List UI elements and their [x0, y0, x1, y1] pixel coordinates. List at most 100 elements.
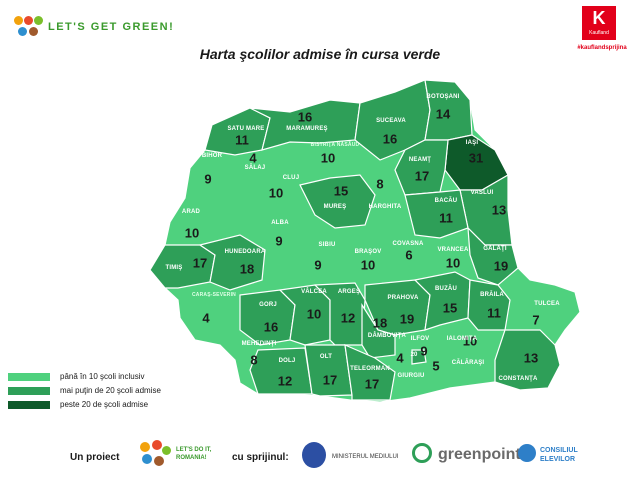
region-dambovita	[361, 302, 396, 359]
county-count-covasna: 6	[405, 247, 413, 263]
smiley-faces-icon	[14, 16, 44, 38]
region-arges	[313, 282, 366, 346]
county-count-alba: 9	[275, 233, 283, 249]
county-name-gorj: GORJ	[259, 302, 277, 308]
county-name-satu-mare: SATU MARE	[227, 126, 265, 132]
legend-swatch-dark	[8, 400, 50, 409]
county-count-dolj: 12	[277, 373, 293, 389]
county-count-boto-ani: 14	[435, 106, 451, 122]
county-count-cluj: 10	[268, 185, 284, 201]
county-count-d-mbovi-a: 18	[372, 315, 388, 331]
county-count-giurgiu: 4	[396, 350, 404, 366]
county-name-vaslui: VASLUI	[470, 190, 494, 196]
county-name-bistri-a-n-s-ud: BISTRIŢA NĂSĂUD	[310, 142, 360, 148]
county-count-mure-: 15	[333, 183, 349, 199]
county-count-vrancea: 10	[445, 255, 461, 271]
county-count-vaslui: 13	[491, 202, 507, 218]
county-name-gala-i: GALAŢI	[483, 246, 507, 252]
county-count-buc: 20	[410, 352, 418, 358]
county-count-arge-: 12	[340, 310, 356, 326]
ministry-text: MINISTERUL MEDIULUI	[332, 454, 399, 460]
county-count-br-ila: 11	[487, 305, 501, 321]
legend-item-medium: mai puţin de 20 şcoli admise	[8, 386, 161, 395]
county-name-covasna: COVASNA	[392, 241, 424, 247]
county-count-bra-ov: 10	[360, 257, 376, 273]
brand-logo: LET'S GET GREEN!	[14, 16, 174, 38]
county-count-gorj: 16	[263, 319, 279, 335]
region-galati	[467, 226, 519, 286]
greenpoint-text: greenpoint	[438, 446, 521, 463]
legend-item-light: până în 10 şcoli inclusiv	[8, 372, 145, 381]
county-name-timi-: TIMIŞ	[165, 265, 183, 271]
region-neamt	[394, 139, 449, 196]
county-count-neam-: 17	[414, 168, 430, 184]
map-title: Harta şcolilor admise în cursa verde	[199, 46, 441, 62]
council-icon	[518, 444, 536, 462]
county-count-sibiu: 9	[314, 257, 322, 273]
county-name-bra-ov: BRAŞOV	[354, 249, 382, 255]
legend-label: peste 20 de şcoli admise	[60, 400, 149, 409]
greenpoint-icon	[412, 443, 432, 463]
county-name-ialomi-a: IALOMIŢA	[446, 336, 478, 342]
support-label: cu sprijinul:	[232, 452, 289, 463]
county-name-buz-u: BUZĂU	[435, 286, 457, 292]
county-name-vrancea: VRANCEA	[437, 247, 469, 253]
brand-text: LET'S GET GREEN!	[48, 21, 175, 33]
region-buzau	[413, 271, 471, 331]
ministry-crest-icon	[302, 442, 326, 468]
county-name-cara-severin: CARAŞ-SEVERIN	[192, 292, 236, 298]
county-name-prahova: PRAHOVA	[387, 295, 419, 301]
region-teleorman	[344, 344, 396, 401]
county-count-v-lcea: 10	[306, 306, 322, 322]
county-name-teleorman: TELEORMAN	[350, 366, 390, 372]
county-count-c-l-ra-i: 5	[432, 358, 440, 374]
kaufland-mark: K	[592, 8, 606, 28]
county-name-mehedin-i: MEHEDINŢI	[241, 341, 277, 347]
county-count-ia-i: 31	[468, 150, 484, 166]
county-name-alba: ALBA	[271, 220, 289, 226]
county-count-mehedin-i: 8	[250, 352, 258, 368]
county-count-bac-u: 11	[439, 210, 453, 226]
county-count-bihor: 9	[204, 171, 212, 187]
county-count-olt: 17	[322, 372, 338, 388]
county-count-cara-severin: 4	[202, 310, 210, 326]
region-bucuresti	[411, 349, 427, 365]
footer: Un proiect LET'S DO IT, ROMANIA! cu spri…	[0, 438, 640, 478]
legend-swatch-light	[8, 372, 50, 381]
county-name-suceava: SUCEAVA	[376, 118, 406, 124]
kaufland-logo: K Kaufland	[582, 6, 616, 40]
county-count-buz-u: 15	[442, 300, 458, 316]
county-name-harghita: HARGHITA	[368, 204, 402, 210]
county-name-s-laj: SĂLAJ	[244, 165, 266, 171]
legend-swatch-medium	[8, 386, 50, 395]
county-name-v-lcea: VÂLCEA	[301, 289, 327, 295]
county-name-arge-: ARGEŞ	[337, 289, 361, 295]
county-count-hunedoara: 18	[239, 261, 255, 277]
region-olt	[304, 344, 353, 397]
region-gorj	[239, 289, 296, 346]
county-name-hunedoara: HUNEDOARA	[224, 249, 266, 255]
region-mures	[299, 174, 376, 229]
county-name-neam-: NEAMŢ	[408, 157, 432, 163]
county-name-boto-ani: BOTOŞANI	[426, 94, 460, 100]
county-name-mure-: MUREŞ	[323, 204, 347, 210]
county-count-ialomi-a: 10	[462, 333, 478, 349]
county-count-suceava: 16	[382, 131, 398, 147]
hashtag: #kauflandsprijina	[577, 45, 627, 51]
county-count-constan-a: 13	[523, 350, 539, 366]
county-name-d-mbovi-a: DÂMBOVIŢA	[367, 333, 407, 339]
county-name-dolj: DOLJ	[278, 358, 296, 364]
region-constanta	[494, 329, 561, 391]
county-count-prahova: 19	[399, 311, 415, 327]
partner-logo-text: LET'S DO IT, ROMANIA!	[176, 447, 212, 461]
county-name-constan-a: CONSTANŢA	[498, 376, 538, 382]
county-name-tulcea: TULCEA	[534, 301, 560, 307]
legend-label: până în 10 şcoli inclusiv	[60, 372, 145, 381]
county-count-timi-: 17	[192, 255, 208, 271]
county-name-maramure-: MARAMUREŞ	[286, 126, 328, 132]
county-count-satu-mare: 11	[235, 132, 249, 148]
region-maramures	[249, 99, 361, 151]
county-name-giurgiu: GIURGIU	[397, 373, 425, 379]
county-count-arad: 10	[184, 225, 200, 241]
